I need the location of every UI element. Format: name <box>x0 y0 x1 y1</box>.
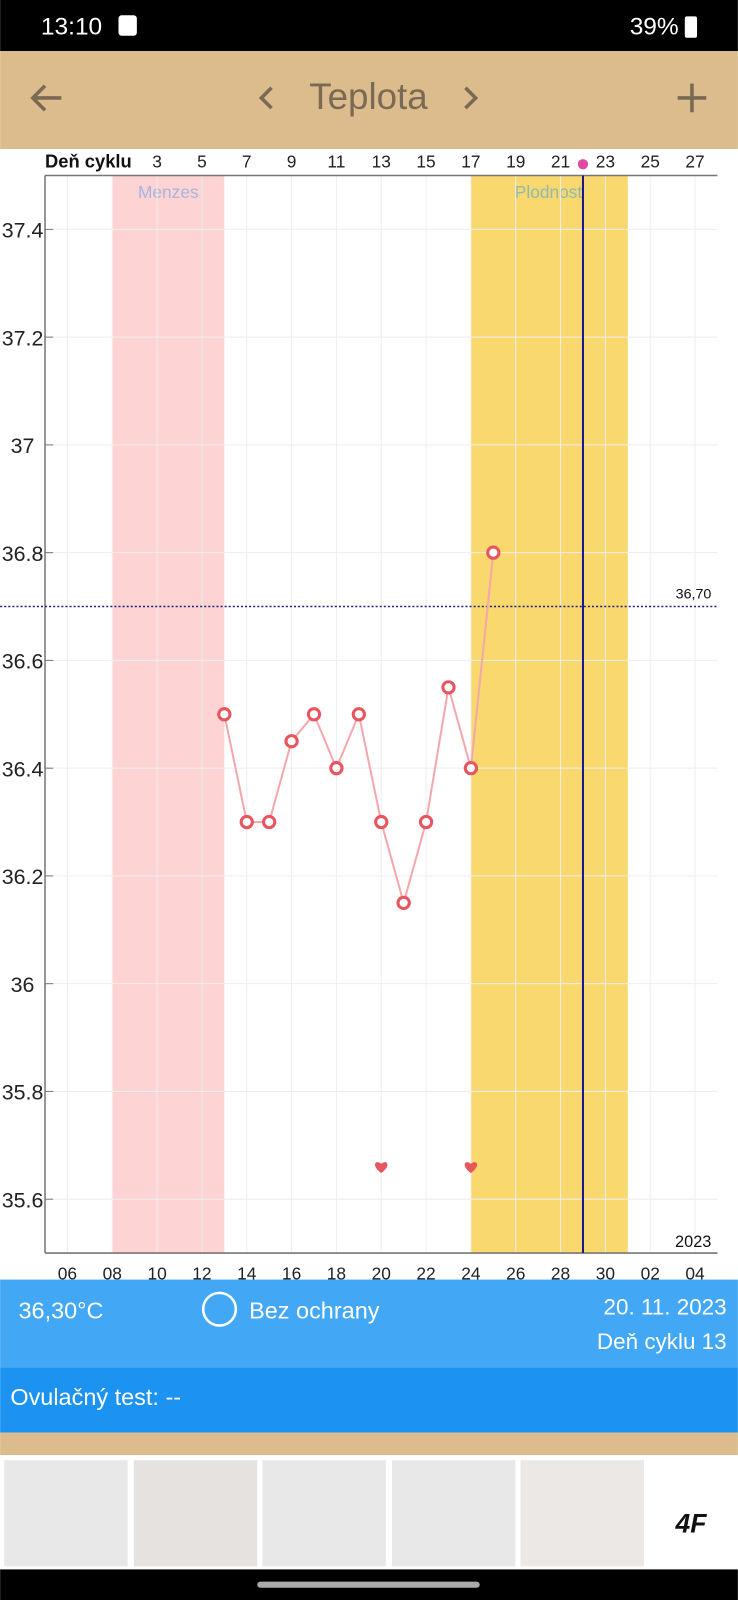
x-top-tick-label: 9 <box>287 151 297 171</box>
heart <box>464 1162 478 1173</box>
date: 20. 11. 2023 <box>604 1294 727 1319</box>
y-tick-label: 36.6 <box>2 650 44 674</box>
x-top-tick-label: 25 <box>641 151 660 171</box>
back-button[interactable] <box>30 84 62 112</box>
status-battery: 39% <box>630 14 679 41</box>
protection: Bez ochrany <box>249 1297 380 1323</box>
x-tick-label: 04 <box>685 1264 705 1284</box>
x-tick-label: 28 <box>551 1264 570 1284</box>
toolbar <box>0 51 738 149</box>
x-tick-label: 14 <box>237 1264 257 1284</box>
ad-image[interactable] <box>520 1460 644 1567</box>
protection-icon <box>201 1291 238 1327</box>
next-button[interactable] <box>464 86 479 110</box>
y-tick-label: 35.6 <box>2 1188 44 1212</box>
temperature-point <box>239 814 254 830</box>
x-top-tick-label: 19 <box>506 151 525 171</box>
toolbar-title: Teplota <box>309 76 428 117</box>
add-button[interactable] <box>677 83 707 113</box>
x-top-tick-label: 11 <box>327 151 345 171</box>
x-tick-label: 06 <box>58 1264 77 1284</box>
temperature: 36,30°C <box>18 1297 103 1323</box>
ovulation-row[interactable] <box>0 1367 738 1433</box>
prev-button[interactable] <box>258 86 273 110</box>
status-time: 13:10 <box>41 14 102 41</box>
ad-image[interactable] <box>391 1460 516 1567</box>
info-panel <box>0 1279 738 1368</box>
heart <box>375 1162 388 1173</box>
temperature-point <box>396 895 411 910</box>
y-tick-label: 36.2 <box>2 865 44 889</box>
temperature-point <box>441 680 456 695</box>
temperature-point <box>329 761 344 776</box>
x-top-tick-label: 15 <box>416 151 435 171</box>
temperature-point <box>463 761 479 776</box>
x-tick-label: 18 <box>327 1264 346 1284</box>
temperature-point <box>284 734 299 749</box>
battery-icon <box>684 16 698 38</box>
ovulation-test: Ovulačný test: -- <box>10 1384 181 1410</box>
home-indicator[interactable] <box>257 1581 480 1588</box>
x-tick-label: 24 <box>461 1264 481 1284</box>
temperature-line <box>223 552 495 907</box>
year-label: 2023 <box>675 1233 711 1251</box>
x-tick-label: 30 <box>596 1264 615 1284</box>
band <box>470 175 628 1254</box>
ad-image[interactable] <box>133 1460 258 1567</box>
temperature-point <box>217 707 232 722</box>
band-label: Plodnosť <box>515 182 585 202</box>
cycle-day: Deň cyklu 13 <box>597 1329 727 1354</box>
ad-brand: 4F <box>674 1509 707 1539</box>
y-tick-label: 37.2 <box>2 326 44 350</box>
temperature-point <box>306 707 322 722</box>
reference-label: 36,70 <box>676 586 712 602</box>
x-top-tick-label: 7 <box>242 151 252 171</box>
y-tick-label: 36.8 <box>2 542 44 566</box>
x-tick-label: 10 <box>147 1264 166 1284</box>
temperature-point <box>418 814 434 830</box>
status-icon <box>118 15 137 36</box>
x-top-tick-label: 5 <box>197 151 207 171</box>
x-top-tick-label: 17 <box>461 151 480 171</box>
x-tick-label: 16 <box>282 1264 301 1284</box>
y-tick-label: 37 <box>11 434 35 458</box>
today-dot <box>577 159 589 170</box>
x-top-tick-label: 3 <box>152 151 162 171</box>
y-tick-label: 36 <box>11 973 35 997</box>
x-top-tick-label: 23 <box>596 151 615 171</box>
status-bar <box>0 0 738 52</box>
band-label: Menzes <box>138 182 199 202</box>
chart: Menzes Plodnosť 35.6 35.8 36 36.2 36.4 36.6 36.8… <box>0 150 718 1284</box>
x-tick-label: 02 <box>641 1264 660 1284</box>
x-top-tick-label: 13 <box>372 151 391 171</box>
x-tick-label: 26 <box>506 1264 525 1284</box>
x-tick-label: 20 <box>372 1264 391 1284</box>
temperature-point <box>486 545 501 560</box>
temperature-point <box>262 814 277 830</box>
divider <box>0 1432 738 1456</box>
y-tick-label: 36.4 <box>2 757 44 781</box>
x-top-tick-label: 27 <box>685 151 704 171</box>
y-tick-label: 37.4 <box>2 219 44 243</box>
band <box>112 175 225 1254</box>
ad-image[interactable] <box>4 1460 128 1567</box>
temperature-point <box>351 707 366 722</box>
x-top-label: Deň cyklu <box>45 150 132 171</box>
x-tick-label: 08 <box>103 1264 122 1284</box>
y-tick-label: 35.8 <box>2 1081 44 1105</box>
x-tick-label: 12 <box>192 1264 211 1284</box>
temperature-point <box>374 814 389 830</box>
x-tick-label: 22 <box>416 1264 435 1284</box>
ad-image[interactable] <box>262 1460 386 1567</box>
x-top-tick-label: 21 <box>551 151 570 171</box>
